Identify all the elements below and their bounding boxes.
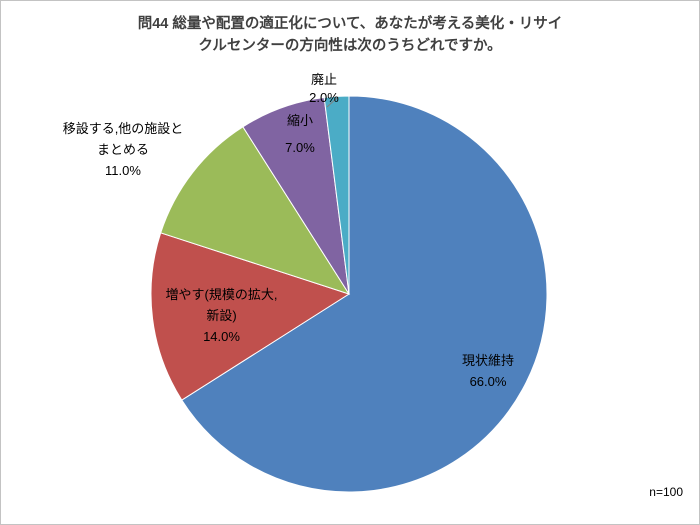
slice-label-abolish-pct: 2.0%	[309, 90, 339, 105]
slice-label-abolish-text: 廃止	[310, 72, 337, 87]
slice-label-increase-pct: 14.0%	[203, 329, 240, 344]
pie-slice-relocate-merge	[160, 126, 351, 295]
slice-label-shrink-pct: 7.0%	[285, 140, 315, 155]
slice-label-shrink: 縮小 7.0%	[269, 107, 331, 161]
abolish-leader-line	[326, 96, 339, 108]
sample-size-label: n=100	[649, 485, 683, 499]
pie-slice-abolish	[323, 95, 350, 295]
pie-slices-group	[150, 95, 548, 493]
slice-label-abolish: 廃止 2.0%	[293, 71, 355, 107]
slice-label-maintain-text: 現状維持	[461, 353, 514, 368]
slice-label-relocate-merge-text-line2: まとめる	[96, 142, 149, 157]
slice-label-relocate-merge-pct: 11.0%	[105, 163, 141, 178]
pie-slice-maintain	[181, 95, 548, 493]
pie-slice-increase	[150, 232, 351, 401]
chart-title: 問44 総量や配置の適正化について、あなたが考える美化・リサイ クルセンターの方…	[1, 13, 699, 57]
slice-label-increase: 増やす(規模の拡大, 新設) 14.0%	[149, 284, 294, 347]
slice-label-increase-text-line2: 新設)	[206, 308, 237, 323]
chart-title-line1: 問44 総量や配置の適正化について、あなたが考える美化・リサイ	[137, 16, 563, 32]
slice-label-shrink-text: 縮小	[286, 113, 313, 128]
chart-title-line2: クルセンターの方向性は次のうちどれですか。	[198, 38, 502, 54]
slice-label-relocate-merge: 移設する,他の施設と まとめる 11.0%	[45, 118, 201, 181]
slice-label-relocate-merge-text-line1: 移設する,他の施設と	[62, 121, 184, 136]
slice-label-increase-text-line1: 増やす(規模の拡大,	[165, 287, 278, 302]
slice-label-maintain-pct: 66.0%	[469, 374, 507, 389]
slice-label-maintain: 現状維持 66.0%	[438, 350, 538, 392]
